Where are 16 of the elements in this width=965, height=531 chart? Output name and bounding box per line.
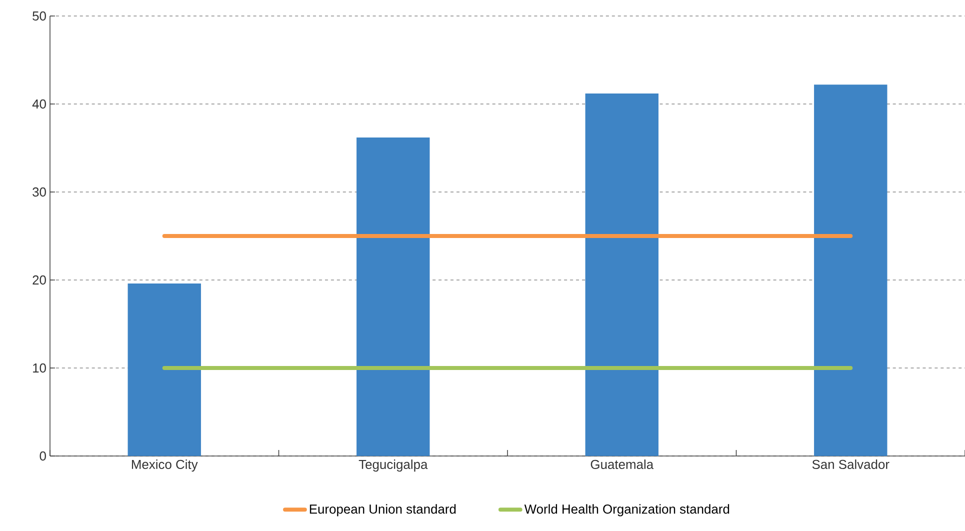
bar bbox=[128, 284, 201, 456]
x-tick-label: Guatemala bbox=[590, 460, 654, 470]
legend-label: European Union standard bbox=[310, 504, 456, 516]
y-tick-label: 0 bbox=[40, 451, 46, 461]
x-tick-label: Mexico City bbox=[132, 460, 198, 472]
y-tick-label: 20 bbox=[32, 275, 46, 285]
y-tick-label: 40 bbox=[32, 99, 46, 109]
y-tick-label: 50 bbox=[32, 11, 46, 21]
bar bbox=[814, 84, 888, 456]
x-tick-label: Tegucigalpa bbox=[358, 460, 428, 472]
bar bbox=[585, 93, 658, 456]
y-tick-label: 10 bbox=[33, 363, 46, 373]
bar bbox=[356, 137, 430, 456]
y-tick-label: 30 bbox=[32, 187, 46, 197]
legend-label: World Health Organization standard bbox=[524, 504, 730, 516]
x-tick-label: San Salvador bbox=[812, 460, 890, 470]
